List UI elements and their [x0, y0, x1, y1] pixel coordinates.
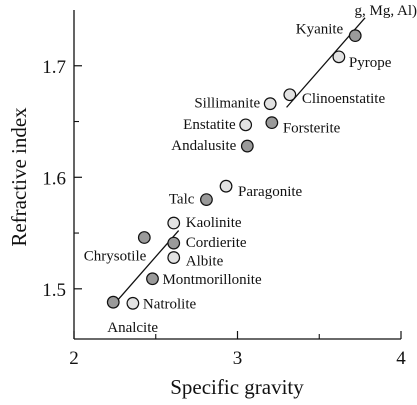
- data-point: [263, 97, 277, 111]
- data-point: [126, 296, 140, 310]
- point-label: Natrolite: [143, 296, 197, 312]
- x-tick-label: 3: [233, 348, 243, 369]
- data-point: [167, 236, 181, 250]
- point-label: Talc: [169, 192, 195, 208]
- point-label: Pyrope: [349, 55, 392, 71]
- y-tick-label: 1.6: [42, 168, 66, 189]
- data-point: [106, 295, 120, 309]
- data-point: [240, 139, 254, 153]
- x-tick-label: 2: [69, 348, 79, 369]
- point-label: Andalusite: [171, 138, 236, 154]
- data-point: [239, 118, 253, 132]
- x-axis-title: Specific gravity: [170, 375, 304, 399]
- point-label: Sillimanite: [194, 96, 260, 112]
- point-label: Cordierite: [186, 235, 247, 251]
- data-point: [219, 179, 233, 193]
- point-label: Kaolinite: [186, 215, 242, 231]
- x-axis: 2 3 4: [69, 331, 406, 369]
- point-label: Paragonite: [238, 184, 302, 200]
- point-label: Montmorillonite: [162, 272, 262, 288]
- data-point: [265, 116, 279, 130]
- data-point: [167, 251, 181, 264]
- point-label: Albite: [186, 254, 224, 270]
- data-point: [200, 193, 213, 206]
- point-label: Clinoenstatite: [302, 91, 386, 107]
- y-axis: 1.5 1.6 1.7: [42, 57, 82, 301]
- point-label: Enstatite: [183, 117, 236, 133]
- data-point: [283, 88, 297, 102]
- point-label: Kyanite: [296, 22, 344, 38]
- data-point: [167, 216, 181, 230]
- trend-line: [114, 17, 366, 304]
- data-point: [137, 231, 151, 244]
- x-tick-label: 4: [396, 348, 406, 369]
- chart-title-fragment: g, Mg, Al): [354, 3, 417, 19]
- point-label: Forsterite: [283, 121, 341, 137]
- data-point: [332, 50, 346, 64]
- data-point: [146, 272, 159, 286]
- y-tick-label: 1.7: [42, 57, 66, 78]
- data-points: Kyanite Pyrope Sillimanite Clinoenstatite En…: [84, 22, 392, 337]
- point-label: Chrysotile: [84, 249, 147, 265]
- y-axis-title: Refractive index: [7, 107, 31, 247]
- data-point: [348, 29, 362, 43]
- y-tick-label: 1.5: [42, 280, 66, 301]
- point-label: Analcite: [107, 320, 158, 336]
